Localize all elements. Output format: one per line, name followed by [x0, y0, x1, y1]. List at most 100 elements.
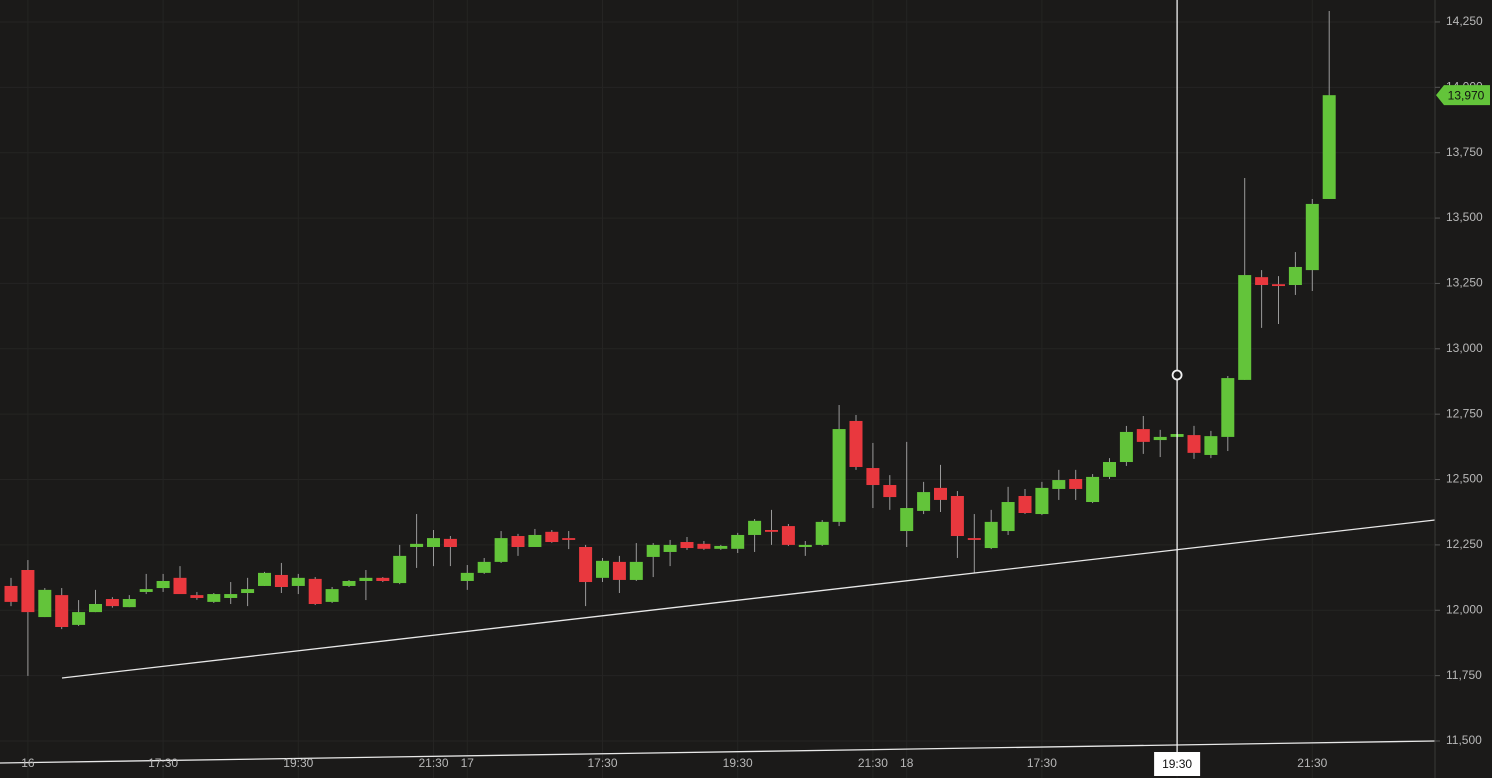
candle-body [950, 496, 964, 537]
candle-body [1255, 277, 1269, 286]
y-tick-label: 12,000 [1446, 602, 1483, 616]
candle-body [139, 589, 153, 592]
candle-body [967, 538, 981, 540]
candle-body [612, 561, 626, 580]
candle-body [1322, 95, 1336, 199]
y-tick-label: 14,250 [1446, 14, 1483, 28]
x-tick-label: 19:30 [283, 756, 313, 770]
candle-body [359, 577, 373, 581]
candle-body [156, 580, 170, 589]
candle-body [781, 526, 795, 545]
candle-body [697, 543, 711, 549]
candle-body [1187, 435, 1201, 453]
candle-body [494, 538, 508, 562]
crosshair: 19:30 [1154, 0, 1201, 776]
crosshair-label-box [1154, 752, 1201, 776]
candle-body [258, 572, 271, 586]
candle-body [325, 589, 339, 602]
y-tick-label: 11,750 [1446, 668, 1482, 682]
crosshair-label: 19:30 [1162, 757, 1192, 771]
y-tick-label: 12,250 [1446, 537, 1483, 551]
candle-body [1204, 436, 1218, 455]
x-tick-label: 21:30 [858, 756, 888, 770]
candle-body [477, 561, 491, 573]
candle-body [1288, 266, 1302, 286]
candles [4, 10, 1336, 676]
candle-body [460, 572, 474, 581]
trend-line [0, 740, 1436, 764]
y-tick-label: 12,750 [1446, 406, 1483, 420]
candle-body [934, 487, 947, 500]
y-tick-label: 12,500 [1446, 472, 1483, 486]
candle-body [427, 538, 440, 547]
candle-body [663, 544, 677, 552]
last-price-label: 13,970 [1448, 88, 1485, 102]
candle-body [900, 508, 914, 532]
candle-body [629, 561, 643, 580]
candle-body [55, 595, 69, 628]
candle-body [1069, 479, 1083, 489]
candle-body [1018, 496, 1032, 514]
candle-body [291, 577, 305, 586]
candle-body [1052, 480, 1066, 489]
candle-body [1119, 431, 1133, 463]
candle-body [173, 577, 187, 595]
candle-body [122, 599, 136, 608]
candle-body [1153, 436, 1167, 441]
candle-body [1305, 203, 1319, 271]
x-tick-label: 17 [461, 756, 475, 770]
candle-body [815, 521, 829, 545]
candle-body [1086, 476, 1100, 503]
candle-body [241, 589, 255, 594]
candle-body [1035, 487, 1049, 515]
crosshair-dot [1171, 369, 1183, 381]
candle-body [4, 585, 18, 602]
candle-body [1103, 462, 1116, 477]
candle-body [190, 595, 204, 598]
x-tick-label: 17:30 [587, 756, 617, 770]
candle-body [308, 578, 322, 604]
x-tick-label: 17:30 [1027, 756, 1057, 770]
x-tick-label: 21:30 [1297, 756, 1327, 770]
candle-body [579, 546, 593, 583]
candle-body [443, 538, 457, 547]
candle-body [342, 580, 356, 586]
candle-body [832, 429, 846, 522]
candle-body [680, 542, 694, 549]
candle-body [1221, 378, 1235, 437]
y-tick-label: 13,250 [1446, 276, 1483, 290]
candle-body [984, 521, 998, 549]
candle-body [883, 485, 897, 498]
candle-body [1238, 275, 1252, 380]
y-tick-label: 13,500 [1446, 210, 1483, 224]
x-tick-label: 21:30 [418, 756, 448, 770]
candle-body [528, 534, 542, 547]
candle-body [224, 594, 238, 598]
x-tick-label: 18 [900, 756, 914, 770]
candle-body [72, 612, 86, 625]
y-tick-label: 13,750 [1446, 145, 1483, 159]
y-axis: 11,500 11,750 12,000 12,250 12,500 12,750 13,0… [21, 14, 1490, 770]
candle-body [545, 531, 559, 543]
candle-body [38, 589, 52, 618]
candle-body [596, 560, 609, 578]
last-price-tag [1436, 85, 1490, 106]
candle-body [1001, 502, 1015, 532]
y-tick-label: 11,500 [1446, 733, 1482, 747]
candle-body [393, 555, 407, 584]
candle-body [105, 599, 119, 607]
candle-body [1272, 284, 1285, 287]
candle-body [1136, 429, 1150, 442]
candle-body [731, 534, 745, 549]
candle-body [765, 529, 778, 532]
candle-body [274, 574, 288, 587]
x-tick-label: 17:30 [148, 756, 178, 770]
candle-body [917, 492, 931, 511]
candle-body [748, 520, 762, 535]
candle-body [410, 543, 424, 547]
x-tick-label: 19:30 [723, 756, 753, 770]
candle-body [849, 420, 863, 467]
candle-body [376, 577, 390, 581]
